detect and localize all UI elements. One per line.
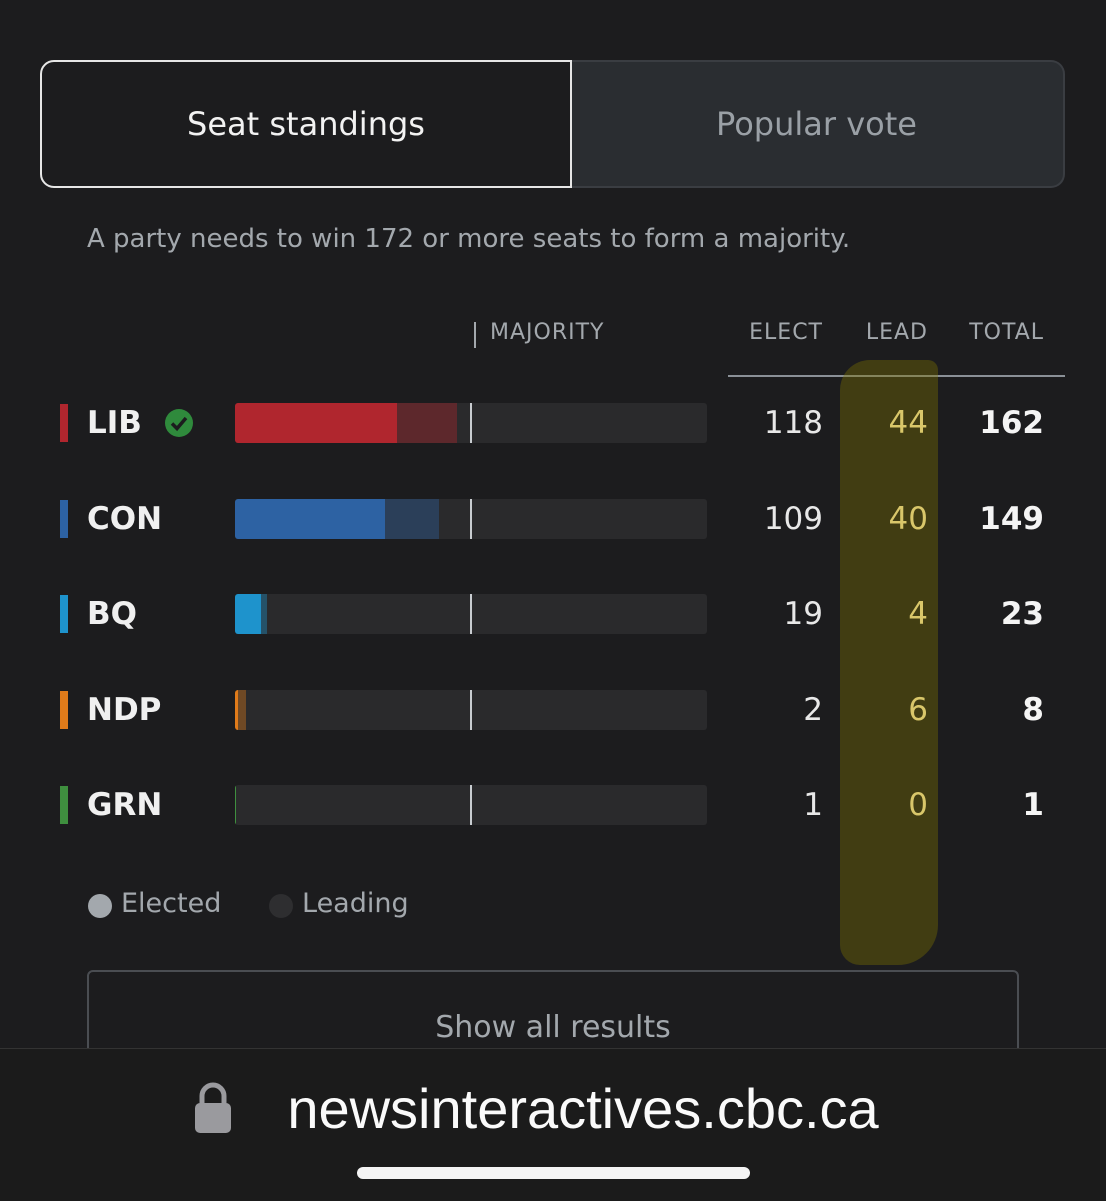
- party-name: GRN: [87, 787, 163, 823]
- leading-bar: [384, 498, 440, 539]
- note-text: or more seats to form a majority.: [414, 224, 851, 254]
- legend-swatch: [88, 894, 112, 918]
- total-count: 1: [1022, 787, 1044, 823]
- legend-label: Elected: [121, 888, 222, 919]
- note-text: A party needs to win: [87, 224, 365, 254]
- majority-line: [470, 594, 472, 634]
- total-count: 8: [1022, 691, 1044, 728]
- lead-count: 4: [908, 596, 928, 632]
- legend-swatch: [269, 894, 293, 918]
- party-name: BQ: [87, 596, 137, 632]
- party-color: [60, 690, 68, 729]
- total-count: 23: [1000, 596, 1044, 632]
- elected-bar: [235, 594, 262, 634]
- elect-count: 1: [803, 787, 823, 823]
- lead-count: 6: [908, 691, 928, 728]
- elected-bar: [235, 498, 385, 539]
- button-label[interactable]: Show all results: [435, 1010, 671, 1045]
- majority-line: [470, 785, 472, 825]
- elected-bar: [235, 403, 397, 443]
- total-count: 162: [979, 405, 1044, 441]
- majority-line: [470, 403, 472, 443]
- lead-count: 0: [908, 787, 928, 823]
- leading-bar: [396, 403, 458, 443]
- majority-tick: [474, 322, 476, 348]
- note-number: 172: [364, 224, 415, 254]
- lock-icon: [195, 1082, 231, 1133]
- leading-bar: [237, 689, 246, 730]
- tab[interactable]: Seat standings: [40, 60, 572, 188]
- highlight-marker: [840, 360, 938, 965]
- elect-count: 109: [763, 500, 823, 537]
- elect-count: 19: [783, 596, 823, 632]
- url[interactable]: newsinteractives.cbc.ca: [287, 1077, 879, 1140]
- legend-label: Leading: [302, 888, 409, 919]
- party-color: [60, 499, 68, 538]
- majority-note: A party needs to win 172 or more seats t…: [87, 224, 850, 254]
- lead-count: 40: [888, 500, 928, 537]
- party-color: [60, 404, 68, 442]
- party-name: LIB: [87, 405, 142, 441]
- elected-bar: [235, 689, 238, 730]
- elect-count: 2: [803, 691, 823, 728]
- majority-line: [470, 689, 472, 730]
- header-rule: [728, 375, 1065, 377]
- leading-bar: [261, 594, 267, 634]
- home-indicator: [357, 1167, 750, 1179]
- column-header: TOTAL: [969, 320, 1044, 345]
- total-count: 149: [979, 500, 1044, 537]
- lead-count: 44: [888, 405, 928, 441]
- party-name: CON: [87, 500, 163, 537]
- elect-count: 118: [763, 405, 823, 441]
- column-header: ELECT: [749, 320, 823, 345]
- party-color: [60, 595, 68, 633]
- majority-line: [470, 498, 472, 539]
- party-color: [60, 786, 68, 824]
- column-header: MAJORITY: [490, 320, 605, 345]
- winner-check: [165, 409, 193, 437]
- tab[interactable]: Popular vote: [570, 60, 1065, 188]
- elected-bar: [235, 785, 237, 825]
- column-header: LEAD: [865, 320, 928, 345]
- party-name: NDP: [87, 691, 162, 728]
